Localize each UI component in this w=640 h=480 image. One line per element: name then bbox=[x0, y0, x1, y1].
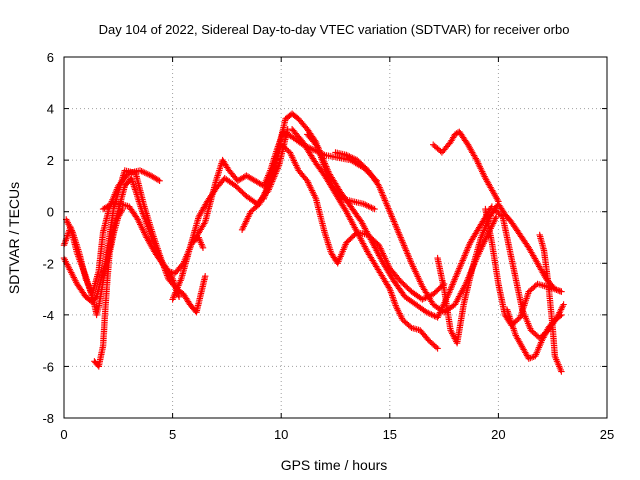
series-markers bbox=[503, 306, 565, 362]
y-axis-label: SDTVAR / TECUs bbox=[6, 182, 22, 294]
series-markers bbox=[434, 200, 565, 347]
y-tick-label: -8 bbox=[42, 411, 54, 426]
series-track-13 bbox=[430, 128, 502, 205]
y-tick-label: 4 bbox=[47, 102, 54, 117]
series-markers bbox=[482, 205, 565, 329]
series-markers bbox=[430, 128, 502, 205]
series-track-14 bbox=[434, 200, 565, 347]
x-tick-label: 0 bbox=[60, 427, 67, 442]
x-tick-label: 5 bbox=[169, 427, 176, 442]
x-axis-label: GPS time / hours bbox=[281, 457, 388, 473]
y-tick-label: 6 bbox=[47, 50, 54, 65]
y-tick-label: 2 bbox=[47, 153, 54, 168]
series-track-18 bbox=[536, 231, 565, 375]
x-tick-label: 15 bbox=[383, 427, 397, 442]
series-track-3 bbox=[63, 167, 163, 298]
y-tick-label: -2 bbox=[42, 256, 54, 271]
series-markers bbox=[63, 167, 163, 298]
x-tick-label: 25 bbox=[600, 427, 614, 442]
series-markers bbox=[99, 200, 183, 300]
y-tick-labels: -8 -6 -4 -2 0 2 4 6 bbox=[42, 50, 54, 426]
chart-title: Day 104 of 2022, Sidereal Day-to-day VTE… bbox=[99, 22, 570, 37]
x-tick-label: 10 bbox=[274, 427, 288, 442]
grid bbox=[64, 57, 607, 418]
y-tick-label: -6 bbox=[42, 359, 54, 374]
plot-frame bbox=[63, 56, 608, 419]
series-markers bbox=[91, 205, 126, 370]
series-track-9 bbox=[260, 141, 448, 303]
y-tick-label: 0 bbox=[47, 205, 54, 220]
x-tick-labels: 0 5 10 15 20 25 bbox=[60, 427, 614, 442]
series-track-4 bbox=[91, 205, 126, 370]
x-tick-label: 20 bbox=[491, 427, 505, 442]
series-track-17 bbox=[503, 306, 565, 362]
series-track-15 bbox=[482, 205, 565, 329]
y-tick-label: -4 bbox=[42, 308, 54, 323]
series-track-5 bbox=[99, 200, 183, 300]
series-markers bbox=[260, 141, 448, 303]
series-markers bbox=[536, 231, 565, 375]
data-markers bbox=[60, 110, 567, 375]
series-track-10 bbox=[288, 126, 441, 352]
series-markers bbox=[288, 126, 441, 352]
